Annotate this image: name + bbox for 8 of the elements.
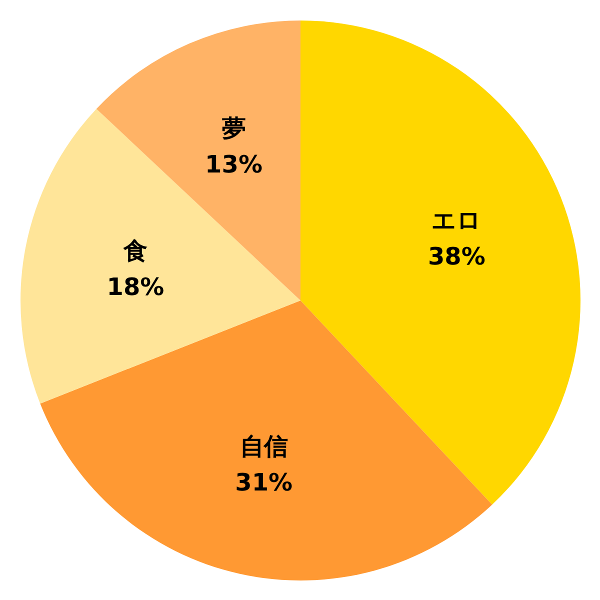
data-label: 38% (428, 242, 486, 271)
data-label: 13% (205, 150, 263, 178)
slice-label: エロ (432, 206, 482, 235)
slice-label: 夢 (222, 114, 246, 142)
slice-label: 自信 (240, 432, 288, 460)
data-label: 31% (235, 468, 293, 496)
slice-label: 食 (122, 237, 148, 266)
data-label: 18% (106, 273, 164, 302)
